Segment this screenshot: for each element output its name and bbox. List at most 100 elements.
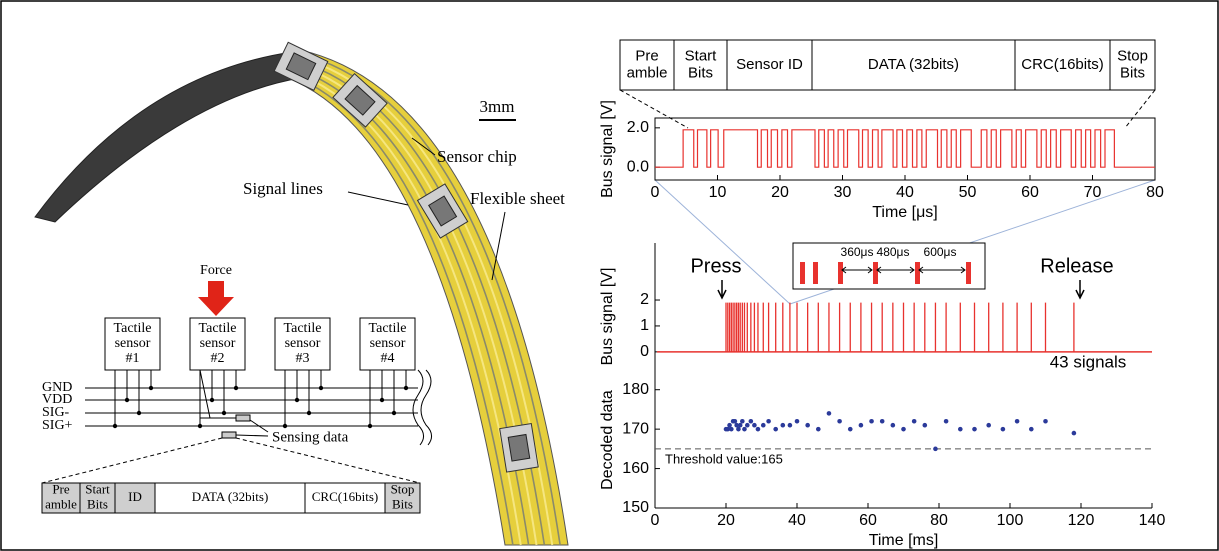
decoded-point (1029, 427, 1034, 432)
y-tick-label: 160 (622, 460, 649, 477)
decoded-point (795, 419, 800, 424)
decoded-point (933, 447, 938, 452)
decoded-point (891, 423, 896, 428)
signal-count-label: 43 signals (1050, 352, 1127, 371)
force-label: Force (200, 263, 232, 278)
junction (210, 398, 214, 402)
inset-pulse (813, 262, 818, 284)
junction (295, 398, 299, 402)
packet-field-label: Stop (391, 481, 415, 496)
tactile-sensor-label: #2 (211, 351, 225, 366)
tactile-sensor-label: #4 (381, 351, 395, 366)
junction (113, 424, 117, 428)
decoded-point (816, 427, 821, 432)
decoded-point (869, 419, 874, 424)
interval-label: 360μs (841, 245, 874, 259)
threshold-label: Threshold value:165 (665, 451, 783, 466)
decoded-point (986, 423, 991, 428)
decoded-point (972, 427, 977, 432)
y-axis-label: Bus signal [V] (599, 268, 616, 366)
tactile-sensor-label: Tactile (114, 321, 152, 336)
x-axis-label: Time [ms] (869, 532, 939, 549)
inset-pulse (838, 262, 843, 284)
junction (319, 386, 323, 390)
y-tick-label: 2 (640, 291, 649, 308)
x-axis-label: Time [μs] (872, 204, 938, 221)
inset-pulse (873, 262, 878, 284)
decoded-point (848, 427, 853, 432)
x-tick-label: 100 (997, 512, 1024, 529)
x-tick-label: 120 (1068, 512, 1095, 529)
flexible-sheet-label: Flexible sheet (470, 189, 565, 208)
packet-field-label: DATA (32bits) (192, 489, 269, 504)
inset-pulse (915, 262, 920, 284)
decoded-point (729, 427, 734, 432)
y-tick-label: 150 (622, 499, 649, 516)
x-tick-label: 0 (651, 512, 660, 529)
decoded-point (736, 427, 741, 432)
y-tick-label: 1 (640, 317, 649, 334)
x-tick-label: 140 (1139, 512, 1166, 529)
decoded-point (901, 427, 906, 432)
packet-field-label: CRC(16bits) (312, 489, 378, 504)
junction (234, 386, 238, 390)
x-tick-label: 10 (709, 184, 727, 201)
decoded-point (756, 427, 761, 432)
x-tick-label: 60 (859, 512, 877, 529)
decoded-point (827, 411, 832, 416)
decoded-point (740, 419, 745, 424)
decoded-point (1001, 427, 1006, 432)
x-tick-label: 40 (788, 512, 806, 529)
junction (368, 424, 372, 428)
y-axis-label: Bus signal [V] (599, 100, 616, 198)
packet-field-label: Stop (1117, 47, 1148, 64)
packet-field-label: Bits (1120, 64, 1145, 81)
x-tick-label: 20 (717, 512, 735, 529)
packet-field-label: ID (128, 489, 142, 504)
y-tick-label: 180 (622, 381, 649, 398)
junction (198, 424, 202, 428)
junction (125, 398, 129, 402)
x-tick-label: 50 (959, 184, 977, 201)
x-tick-label: 30 (834, 184, 852, 201)
inset-pulse (966, 262, 971, 284)
y-axis-label: Decoded data (599, 390, 616, 490)
decoded-point (958, 427, 963, 432)
packet-field-label: Pre (635, 47, 658, 64)
decoded-point (880, 419, 885, 424)
decoded-point (837, 419, 842, 424)
y-tick-label: 2.0 (627, 119, 649, 136)
decoded-point (766, 419, 771, 424)
junction (222, 411, 226, 415)
packet-field-label: Start (685, 47, 718, 64)
decoded-point (859, 423, 864, 428)
packet-icon (236, 415, 250, 421)
x-tick-label: 70 (1084, 184, 1102, 201)
tactile-sensor-label: sensor (200, 336, 236, 351)
tactile-sensor-label: sensor (285, 336, 321, 351)
tactile-sensor-label: #1 (126, 351, 140, 366)
x-tick-label: 40 (896, 184, 914, 201)
packet-field-label: CRC(16bits) (1021, 56, 1104, 73)
press-label: Press (690, 255, 741, 277)
decoded-point (944, 419, 949, 424)
packet-field-label: Sensor ID (736, 56, 803, 73)
packet-field-label: Start (85, 481, 110, 496)
inset-pulse (800, 262, 805, 284)
tactile-sensor-label: Tactile (284, 321, 322, 336)
decoded-point (805, 423, 810, 428)
x-tick-label: 80 (930, 512, 948, 529)
decoded-point (738, 423, 743, 428)
decoded-point (773, 427, 778, 432)
decoded-point (1015, 419, 1020, 424)
x-tick-label: 80 (1146, 184, 1164, 201)
sensing-data-label: Sensing data (272, 429, 349, 445)
decoded-point (761, 423, 766, 428)
junction (283, 424, 287, 428)
packet-field-label: amble (627, 64, 668, 81)
junction (380, 398, 384, 402)
tactile-sensor-label: sensor (370, 336, 406, 351)
release-label: Release (1040, 255, 1113, 277)
packet-field-label: Bits (392, 496, 413, 511)
decoded-point (923, 423, 928, 428)
